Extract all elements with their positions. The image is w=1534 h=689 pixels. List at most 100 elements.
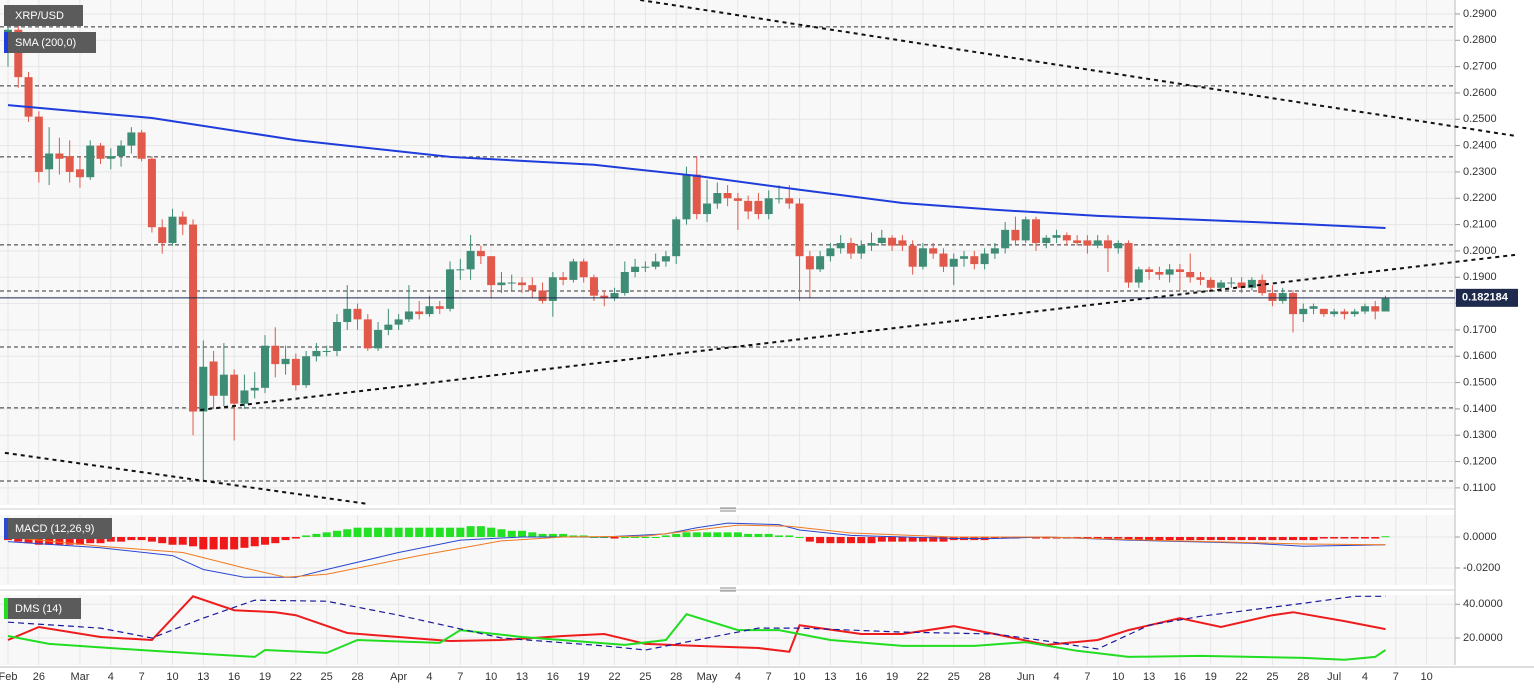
macd-histogram-bar [1289, 536, 1297, 541]
macd-histogram-bar [620, 536, 629, 538]
candle-body [826, 248, 835, 257]
y-tick-label: 0.2300 [1463, 166, 1497, 178]
dms-panel [0, 595, 1455, 665]
macd-histogram-bar [404, 527, 413, 537]
candle-body [415, 311, 424, 315]
x-tick-label: 19 [886, 671, 898, 683]
candle-body [261, 345, 269, 388]
candle-body [302, 356, 311, 386]
macd-histogram-bar [322, 532, 331, 537]
macd-histogram-bar [384, 527, 393, 537]
candle-body [487, 256, 496, 286]
price-panel [0, 0, 1455, 505]
x-tick-label: 28 [670, 671, 682, 683]
last-price-label: 0.182184 [1462, 292, 1509, 304]
candle-body [1309, 306, 1318, 309]
macd-histogram-bar [106, 536, 115, 542]
candle-body [805, 256, 814, 270]
label-box [4, 598, 81, 619]
x-tick-label: 13 [516, 671, 528, 683]
macd-histogram-bar [908, 536, 917, 542]
candle-body [158, 227, 167, 244]
macd-histogram-bar [877, 536, 886, 542]
macd-histogram-bar [1247, 536, 1256, 541]
x-tick-label: 25 [321, 671, 333, 683]
macd-histogram-bar [189, 536, 198, 547]
macd-histogram-bar [918, 536, 927, 542]
candle-body [117, 145, 126, 157]
candle-body [672, 219, 681, 257]
candle-body [1268, 293, 1277, 301]
candle-body [507, 282, 516, 284]
x-tick-label: 13 [197, 671, 209, 683]
candle-body [795, 203, 804, 257]
macd-panel [0, 515, 1455, 585]
candle-body [1186, 271, 1195, 278]
macd-histogram-bar [775, 535, 783, 537]
candle-body [1330, 311, 1339, 315]
macd-histogram-bar [1134, 536, 1143, 541]
macd-histogram-bar [713, 532, 722, 537]
macd-histogram-bar [1227, 536, 1236, 541]
macd-title: MACD (12,26,9) [15, 523, 94, 535]
candle-body [1217, 282, 1226, 288]
candle-body [1145, 269, 1154, 272]
candle-body [764, 198, 773, 215]
macd-histogram-bar [723, 532, 732, 537]
y-tick-label: 0.2000 [1463, 245, 1497, 257]
macd-histogram-bar [744, 533, 753, 537]
macd-histogram-bar [271, 536, 280, 544]
candle-body [918, 248, 927, 267]
candle-body [960, 256, 969, 259]
x-tick-label: 7 [1393, 671, 1399, 683]
macd-histogram-bar [456, 527, 465, 537]
candle-body [518, 282, 526, 286]
candle-body [219, 374, 228, 396]
candle-body [703, 203, 712, 215]
macd-histogram-bar [692, 532, 701, 537]
macd-histogram-bar [353, 527, 362, 537]
candle-body [1340, 311, 1349, 315]
x-tick-label: Apr [390, 671, 407, 683]
x-tick-label: 19 [259, 671, 271, 683]
candle-body [682, 174, 691, 220]
macd-histogram-bar [867, 536, 876, 544]
candle-body [548, 277, 557, 301]
resize-grip[interactable] [720, 507, 736, 512]
macd-histogram-bar [75, 536, 84, 545]
y-tick-label: 0.2200 [1463, 192, 1497, 204]
y-tick-label: 0.1400 [1463, 403, 1497, 415]
x-tick-label: 10 [793, 671, 805, 683]
dms-line [7, 595, 1386, 653]
macd-histogram-bar [1309, 536, 1318, 541]
dms-line [7, 613, 1387, 661]
candle-body [569, 261, 578, 280]
resize-grip[interactable] [720, 587, 736, 592]
candle-body [466, 250, 475, 270]
candle-body [1289, 293, 1297, 315]
macd-histogram-bar [1381, 536, 1390, 538]
candle-body [332, 322, 341, 351]
candle-body [1021, 219, 1030, 241]
candle-body [1381, 298, 1390, 312]
y-tick-label: 0.0000 [1463, 531, 1497, 543]
candle-body [1124, 243, 1133, 283]
candle-body [1175, 269, 1184, 272]
x-tick-label: 4 [1053, 671, 1059, 683]
x-tick-label: 25 [948, 671, 960, 683]
macd-histogram-bar [1145, 536, 1154, 541]
x-tick-label: 16 [547, 671, 559, 683]
candle-body [1011, 229, 1020, 241]
candle-body [733, 198, 742, 201]
macd-histogram-bar [631, 536, 640, 538]
candle-body [1371, 306, 1380, 312]
candle-body [1196, 277, 1205, 280]
sma-line [7, 104, 1386, 229]
candle-body [651, 261, 660, 267]
candle-body [435, 306, 444, 309]
candle-body [374, 329, 383, 349]
candle-body [127, 132, 136, 146]
macd-histogram-bar [703, 532, 712, 537]
candle-body [538, 290, 547, 301]
macd-histogram-bar [826, 536, 835, 544]
